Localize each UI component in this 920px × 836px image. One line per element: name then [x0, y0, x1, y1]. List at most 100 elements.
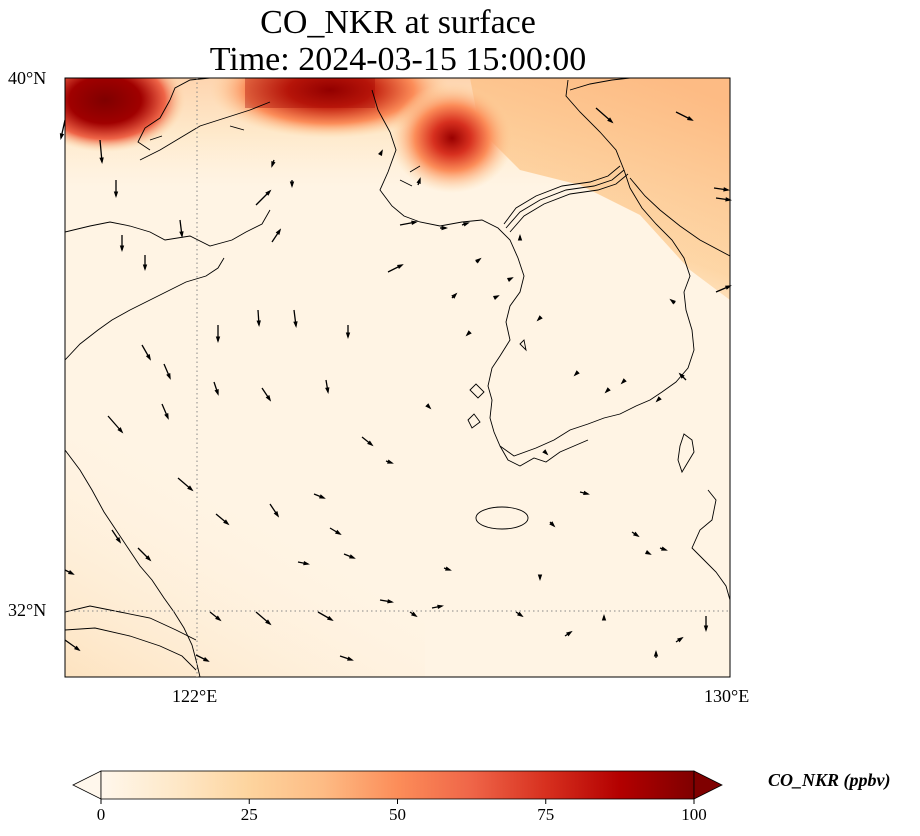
wind-arrow-head: [215, 336, 221, 343]
colorbar-extend-max: [693, 770, 723, 800]
coastline-sw-bay: [149, 125, 421, 187]
wind-arrow-head: [378, 149, 383, 157]
wind-arrow-head: [437, 604, 444, 610]
colorbar-tick-label: 0: [96, 805, 106, 824]
colorbar-label: CO_NKR (ppbv): [768, 770, 891, 790]
wind-arrow-head: [115, 537, 122, 544]
wind-arrow-head: [655, 396, 662, 403]
coastline-liaodong-2: [137, 99, 171, 151]
colorbar-gradient: [100, 770, 695, 800]
wind-arrow-head: [604, 387, 611, 394]
wind-arrow-head: [215, 615, 222, 622]
colorbar-tick-label: 50: [389, 805, 406, 824]
colorbar-tick-label: 100: [681, 805, 707, 824]
coastline-yangtze-estuary: [65, 605, 197, 641]
hotspot-north-korea-west-plume: [390, 83, 514, 193]
wind-arrow-head: [327, 615, 334, 621]
wind-arrow-head: [536, 315, 543, 322]
gridlines: [65, 78, 730, 677]
wind-arrow-head: [620, 378, 627, 385]
wind-arrow-head: [293, 321, 298, 328]
wind-arrow-head: [289, 181, 295, 188]
wind-vectors: [59, 107, 732, 662]
wind-arrow-head: [265, 619, 272, 626]
wind-arrow-head: [644, 550, 652, 555]
colorbar-tick-label: 75: [537, 805, 555, 824]
wind-arrow-head: [179, 231, 184, 238]
wind-arrow-head: [113, 191, 119, 198]
wind-arrow-head: [677, 636, 684, 643]
wind-arrow-head: [451, 292, 458, 299]
wind-arrow-head: [166, 372, 171, 380]
wind-arrow-head: [303, 560, 310, 566]
wind-arrow-head: [724, 285, 732, 290]
wind-arrow-head: [119, 245, 125, 252]
wind-arrow-head: [145, 354, 151, 361]
hotspot-northwest-plume: [65, 78, 185, 152]
wind-arrow-head: [425, 403, 432, 410]
wind-arrow-head: [396, 264, 404, 269]
wind-arrow-head: [349, 554, 356, 559]
wind-arrow-head: [601, 614, 607, 621]
wind-arrow-head: [686, 116, 694, 121]
wind-arrow-head: [583, 490, 590, 496]
coastline-korea-east: [565, 79, 625, 171]
wind-arrow-head: [411, 220, 418, 225]
map-title-line2: Time: 2024-03-15 15:00:00: [209, 41, 587, 78]
wind-arrow-head: [265, 395, 272, 402]
wind-arrow-head: [549, 521, 556, 528]
wind-arrow-head: [566, 630, 573, 637]
wind-arrow-head: [411, 611, 418, 618]
wind-arrow-head: [67, 570, 75, 575]
wind-arrow-head: [164, 412, 169, 420]
lon-tick-label: 122°E: [172, 686, 218, 706]
wind-arrow-head: [273, 511, 280, 518]
coastline-china-jiangsu: [65, 449, 201, 677]
wind-arrow-head: [345, 332, 351, 339]
coastlines: [65, 78, 730, 677]
lat-tick-label: 40°N: [8, 68, 47, 88]
wind-arrow-head: [723, 187, 730, 192]
islands-gyeonggi: [467, 339, 527, 429]
wind-arrow-head: [703, 625, 709, 632]
wind-arrow-head: [387, 599, 394, 604]
wind-arrow-head: [335, 529, 342, 536]
hotspot-north-central-plume: [210, 78, 450, 138]
island-tsushima: [677, 433, 695, 474]
coastline-korea-northeast: [569, 78, 631, 91]
wind-arrow-head: [573, 370, 580, 377]
wind-arrow-head: [669, 298, 676, 305]
island-jeju: [475, 506, 529, 530]
wind-arrow-head: [653, 650, 659, 657]
wind-arrow-head: [265, 189, 272, 196]
wind-arrow-head: [725, 197, 732, 202]
colorbar: [72, 770, 723, 804]
lat-tick-label: 32°N: [8, 600, 47, 621]
wind-arrow-head: [325, 387, 330, 394]
colorbar-extend-min: [72, 770, 102, 800]
wind-arrow-head: [117, 427, 124, 434]
coastline-yangtze-south: [65, 627, 197, 671]
wind-arrow-head: [187, 485, 194, 492]
coastline-liaodong: [139, 101, 271, 161]
wind-arrow-head: [661, 546, 668, 551]
wind-arrow-head: [271, 161, 276, 168]
wind-arrow-head: [633, 531, 640, 538]
wind-arrow-head: [256, 320, 261, 327]
wind-arrow-head: [475, 257, 482, 264]
dmz-line-1: [505, 169, 625, 229]
lon-tick-label: 130°E: [704, 686, 750, 706]
wind-arrow-head: [319, 494, 326, 499]
coastline-korea-west: [371, 89, 695, 457]
map-frame: [64, 77, 731, 678]
wind-arrow-head: [99, 157, 104, 164]
coastline-china-shandong: [65, 257, 225, 361]
wind-arrow-head: [542, 449, 549, 456]
wind-arrow-head: [275, 228, 282, 235]
dmz-line-2: [509, 173, 629, 233]
wind-arrow-head: [347, 656, 354, 661]
wind-arrow-head: [537, 574, 543, 581]
wind-arrow-head: [367, 440, 374, 447]
colorbar-tick-label: 25: [240, 805, 258, 824]
